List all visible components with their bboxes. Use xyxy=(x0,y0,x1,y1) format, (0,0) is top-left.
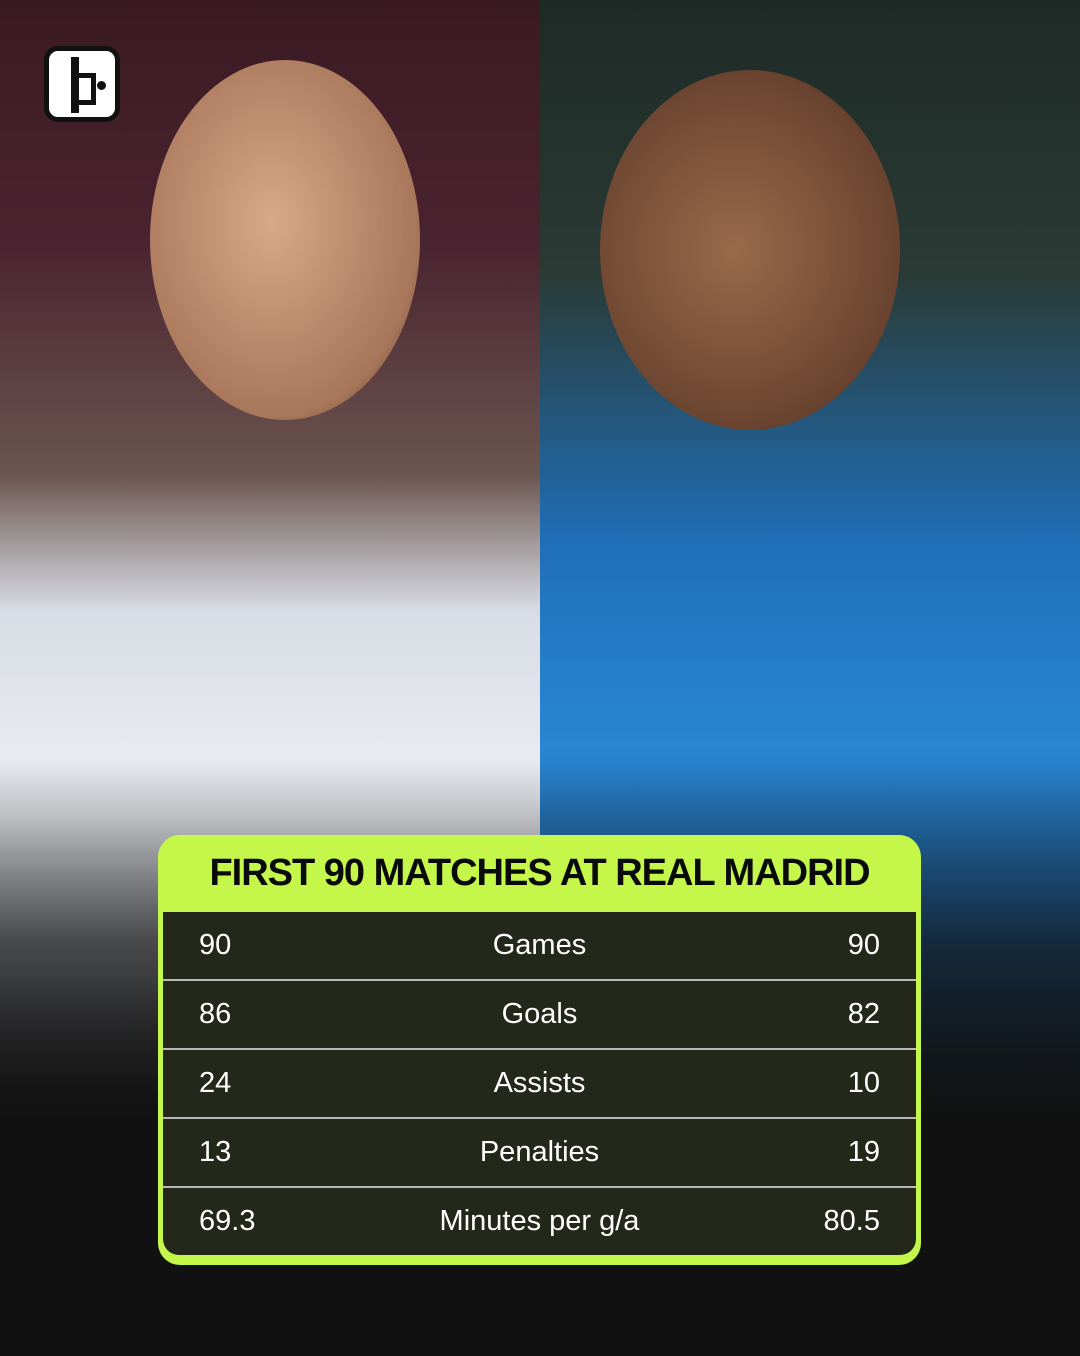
left-value: 13 xyxy=(199,1136,232,1168)
left-value: 69.3 xyxy=(199,1205,256,1237)
table-row: 69.3 Minutes per g/a 80.5 xyxy=(163,1186,916,1255)
stat-label: Goals xyxy=(501,998,578,1030)
stats-card: FIRST 90 MATCHES AT REAL MADRID 90 Games 9… xyxy=(158,835,921,1265)
right-player-head xyxy=(600,70,900,430)
stat-label: Minutes per g/a xyxy=(439,1205,640,1237)
table-row: 24 Assists 10 xyxy=(163,1048,916,1117)
right-value: 82 xyxy=(847,998,880,1030)
right-value: 80.5 xyxy=(823,1205,880,1237)
logo-bar xyxy=(71,57,79,113)
right-value: 90 xyxy=(847,929,880,961)
brand-logo xyxy=(44,46,120,122)
card-title: FIRST 90 MATCHES AT REAL MADRID xyxy=(209,851,870,894)
left-value: 86 xyxy=(199,998,232,1030)
left-value: 24 xyxy=(199,1067,232,1099)
stat-label: Assists xyxy=(493,1067,586,1099)
logo-dot xyxy=(97,81,106,90)
table-row: 90 Games 90 xyxy=(163,912,916,979)
right-value: 19 xyxy=(847,1136,880,1168)
table-row: 13 Penalties 19 xyxy=(163,1117,916,1186)
table-row: 86 Goals 82 xyxy=(163,979,916,1048)
left-value: 90 xyxy=(199,929,232,961)
stats-table: 90 Games 90 86 Goals 82 24 Assists 10 13 Penalt… xyxy=(163,912,916,1255)
stat-label: Penalties xyxy=(479,1136,600,1168)
right-value: 10 xyxy=(847,1067,880,1099)
stat-label: Games xyxy=(492,929,587,961)
left-player-head xyxy=(150,60,420,420)
logo-bracket xyxy=(79,73,96,105)
